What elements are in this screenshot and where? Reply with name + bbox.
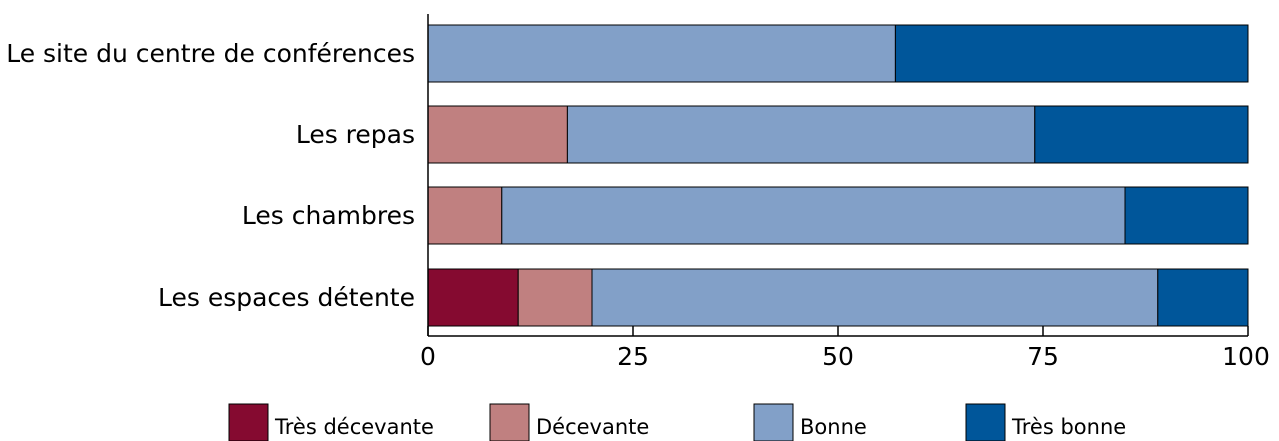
legend-swatch-1 [489, 403, 530, 441]
legend-swatch-2 [753, 403, 794, 441]
legend-label-1: Décevante [536, 415, 649, 439]
legend-swatch-3 [965, 403, 1006, 441]
legend-swatch-0 [228, 403, 269, 441]
x-tick-label-2: 50 [822, 342, 854, 371]
category-label-3: Les espaces détente [158, 283, 415, 312]
bar-segment-3-2 [591, 268, 1159, 327]
bar-segment-0-3 [894, 24, 1249, 83]
bars [427, 24, 1249, 327]
legend: Très décevante Décevante Bonne Très bonne [228, 403, 1126, 441]
category-labels: Le site du centre de conférences Les rep… [6, 39, 415, 312]
bar-segment-2-2 [501, 186, 1126, 245]
bar-segment-3-3 [1157, 268, 1249, 327]
bar-segment-1-1 [427, 105, 568, 164]
category-label-1: Les repas [296, 120, 415, 149]
bar-segment-3-0 [427, 268, 519, 327]
bar-segment-2-1 [427, 186, 503, 245]
bar-segment-0-2 [427, 24, 896, 83]
category-label-0: Le site du centre de conférences [6, 39, 415, 68]
bar-segment-1-2 [566, 105, 1036, 164]
legend-label-0: Très décevante [274, 415, 434, 439]
legend-label-3: Très bonne [1011, 415, 1126, 439]
bar-segment-1-3 [1034, 105, 1249, 164]
category-label-2: Les chambres [242, 201, 415, 230]
x-tick-label-4: 100 [1222, 342, 1270, 371]
x-tick-label-1: 25 [617, 342, 649, 371]
bar-segment-3-1 [517, 268, 593, 327]
x-ticks: 0 25 50 75 100 [420, 326, 1270, 371]
x-tick-label-0: 0 [420, 342, 436, 371]
x-tick-label-3: 75 [1027, 342, 1059, 371]
bar-segment-2-3 [1124, 186, 1249, 245]
legend-label-2: Bonne [800, 415, 867, 439]
